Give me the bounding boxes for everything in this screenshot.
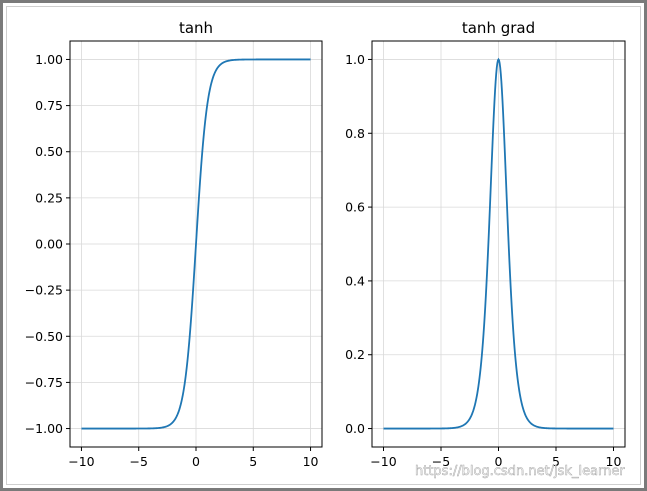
x-tick-label: −5 <box>130 454 148 469</box>
chart-title: tanh grad <box>462 19 535 37</box>
x-tick-label: −5 <box>432 454 450 469</box>
series-line <box>383 57 614 430</box>
x-tick-label: 10 <box>606 454 622 469</box>
y-tick-label: −0.75 <box>25 375 63 390</box>
series-line <box>81 58 311 430</box>
y-tick-label: 0.8 <box>345 126 365 141</box>
chart-title: tanh <box>179 19 213 37</box>
y-tick-label: 0.50 <box>35 144 63 159</box>
x-tick-label: −10 <box>370 454 396 469</box>
y-tick-label: 0.2 <box>345 347 365 362</box>
y-tick-label: 0.0 <box>345 421 365 436</box>
x-tick-label: 0 <box>192 454 200 469</box>
figure-inner-border <box>6 6 641 485</box>
y-tick-label: 0.75 <box>35 98 63 113</box>
chart-tanh-grad: −10 −5 0 5 10 0.0 0.2 0.4 0.6 0.8 1.0 tanh grad <box>345 19 626 469</box>
x-tick-label: 5 <box>249 454 257 469</box>
y-tick-label: −0.25 <box>25 283 63 298</box>
y-tick-label: 0.6 <box>345 200 365 215</box>
x-tick-label: 0 <box>495 454 503 469</box>
y-tick-label: 1.0 <box>345 52 365 67</box>
y-tick-label: 1.00 <box>35 52 63 67</box>
chart-tanh: −10 −5 0 5 10 −1.00 −0.75 −0.50 −0.25 0.00 0.25 0.5… <box>25 19 323 469</box>
y-tick-label: −0.50 <box>25 329 63 344</box>
x-tick-label: −10 <box>68 454 94 469</box>
y-tick-label: 0.4 <box>345 273 365 288</box>
x-tick-label: 10 <box>303 454 319 469</box>
watermark-text: https://blog.csdn.net/jsk_learner <box>415 464 625 479</box>
y-tick-label: −1.00 <box>25 421 63 436</box>
x-tick-label: 5 <box>552 454 560 469</box>
y-tick-label: 0.00 <box>35 237 63 252</box>
y-tick-label: 0.25 <box>35 190 63 205</box>
